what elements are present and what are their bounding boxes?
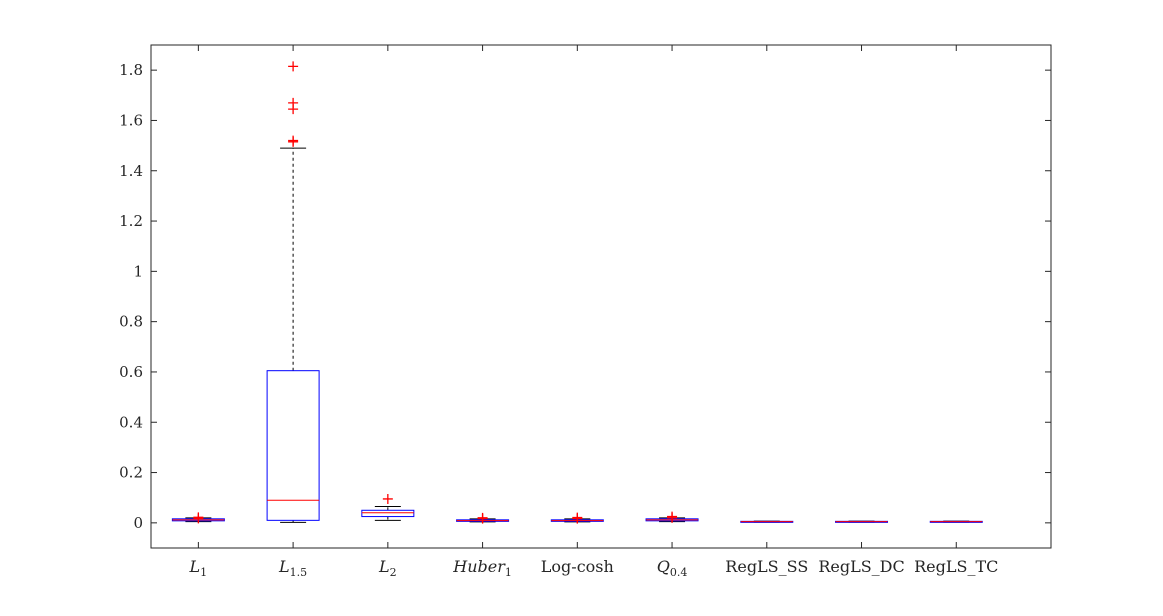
box-group <box>171 45 225 548</box>
box-group <box>266 45 320 548</box>
box-group <box>929 45 983 548</box>
x-tick-label-main: L <box>189 557 201 576</box>
y-tick-label: 0.8 <box>119 313 143 331</box>
x-tick-label-subscript: 2 <box>390 566 397 579</box>
x-tick-label-main: Q <box>657 557 670 576</box>
y-tick-label: 0.4 <box>119 413 143 431</box>
y-axis: 0 0.2 0.4 0.6 0.8 1 1.2 1.4 1.6 1.8 <box>119 61 1051 532</box>
box-group <box>361 45 415 548</box>
box-group <box>835 45 889 548</box>
x-tick-label-main: Log-cosh <box>541 557 614 576</box>
x-tick-label-main: RegLS_DC <box>818 557 904 576</box>
x-tick-label: L1 <box>189 557 208 579</box>
x-axis: L1 L1.5 L2 Huber1 Log-cosh Q0.4 RegLS_SS RegLS_… <box>189 557 999 579</box>
y-tick-label: 1.4 <box>119 162 143 180</box>
outlier-point <box>382 493 393 504</box>
y-tick-label: 1.8 <box>119 61 143 79</box>
box-group <box>740 45 794 548</box>
x-tick-label-subscript: 1.5 <box>290 566 308 579</box>
outlier-point <box>667 512 678 523</box>
x-tick-label-subscript: 1 <box>505 566 512 579</box>
y-tick-label: 1 <box>133 262 143 280</box>
x-tick-label: RegLS_DC <box>818 557 904 576</box>
x-tick-label-main: L <box>378 557 390 576</box>
box-group <box>645 45 699 548</box>
x-tick-label: L2 <box>378 557 397 579</box>
x-tick-label-main: RegLS_SS <box>725 557 808 576</box>
outlier-point <box>477 513 488 524</box>
x-tick-label: Q0.4 <box>657 557 688 579</box>
outlier-point <box>193 513 204 524</box>
box-group <box>550 45 604 548</box>
x-tick-label: Huber1 <box>452 557 512 579</box>
outlier-point <box>288 61 299 72</box>
box-iqr <box>361 509 415 518</box>
x-tick-label: RegLS_SS <box>725 557 808 576</box>
x-tick-label-subscript: 0.4 <box>670 566 688 579</box>
x-tick-label-subscript: 1 <box>200 566 207 579</box>
box-group <box>456 45 510 548</box>
y-tick-label: 1.6 <box>119 111 143 129</box>
x-tick-label: RegLS_TC <box>914 557 998 576</box>
outlier-point <box>288 136 299 147</box>
y-tick-label: 1.2 <box>119 212 143 230</box>
x-tick-label: Log-cosh <box>541 557 614 576</box>
x-tick-label: L1.5 <box>278 557 307 579</box>
x-tick-label-main: RegLS_TC <box>914 557 998 576</box>
y-tick-label: 0.6 <box>119 363 143 381</box>
x-tick-label-main: L <box>278 557 290 576</box>
outlier-point <box>288 104 299 115</box>
box-series <box>171 45 983 548</box>
y-tick-label: 0.2 <box>119 464 143 482</box>
plot-area <box>150 44 1052 549</box>
x-tick-label-main: Huber <box>452 557 506 576</box>
y-tick-label: 0 <box>133 514 143 532</box>
box-iqr <box>266 370 320 521</box>
outlier-point <box>572 513 583 524</box>
